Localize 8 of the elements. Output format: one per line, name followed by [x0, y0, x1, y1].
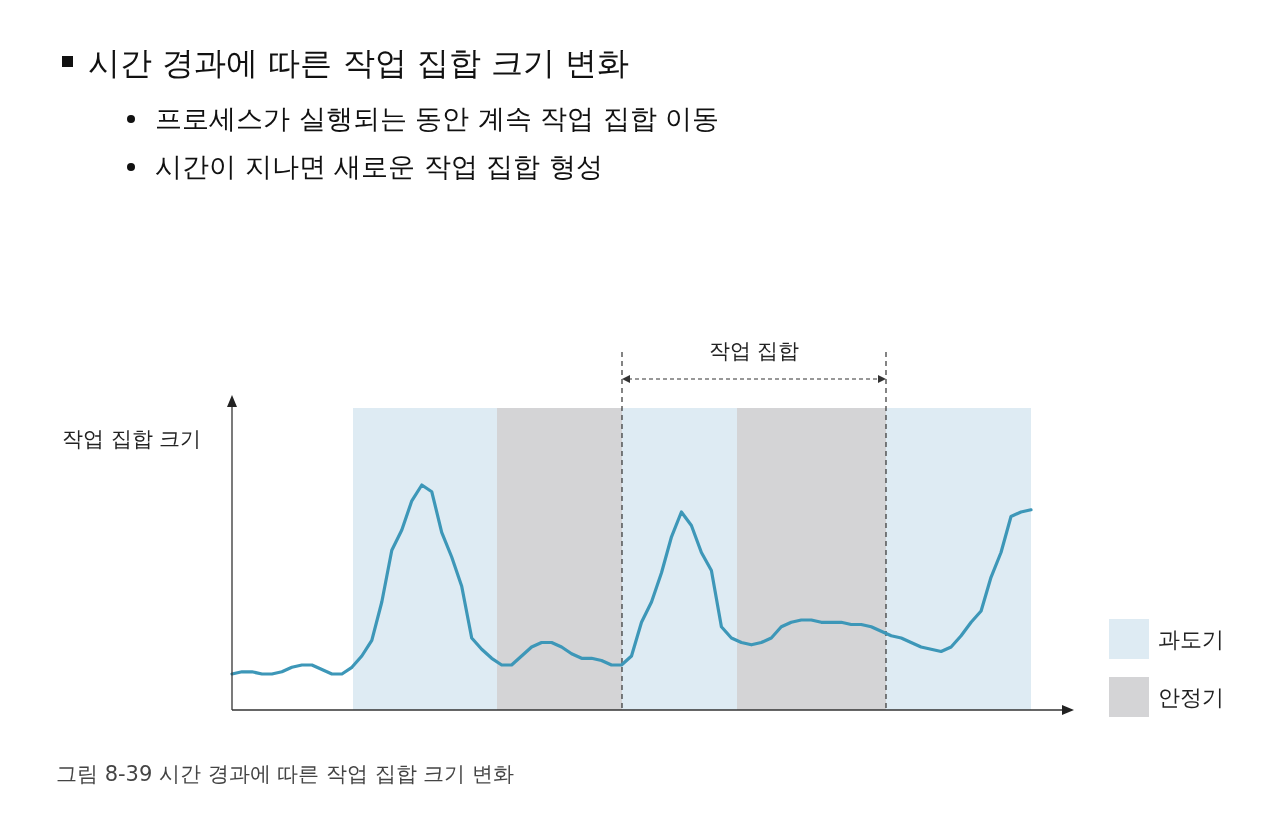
annotation: 안정기 — [1158, 685, 1224, 710]
annotation: 시간이 지나면 새로운 작업 집합 형성 — [155, 151, 603, 182]
ylabel: 작업 집합 크기 — [62, 427, 202, 451]
annotation: 프로세스가 실행되는 동안 계속 작업 집합 이동 — [155, 103, 720, 134]
title: 시간 경과에 따른 작업 집합 크기 변화 — [88, 44, 630, 82]
annotation: 과도기 — [1158, 627, 1224, 652]
annotation: 작업 집합 — [708, 339, 800, 363]
annotation: 그림 8-39 시간 경과에 따른 작업 집합 크기 변화 — [56, 762, 515, 786]
